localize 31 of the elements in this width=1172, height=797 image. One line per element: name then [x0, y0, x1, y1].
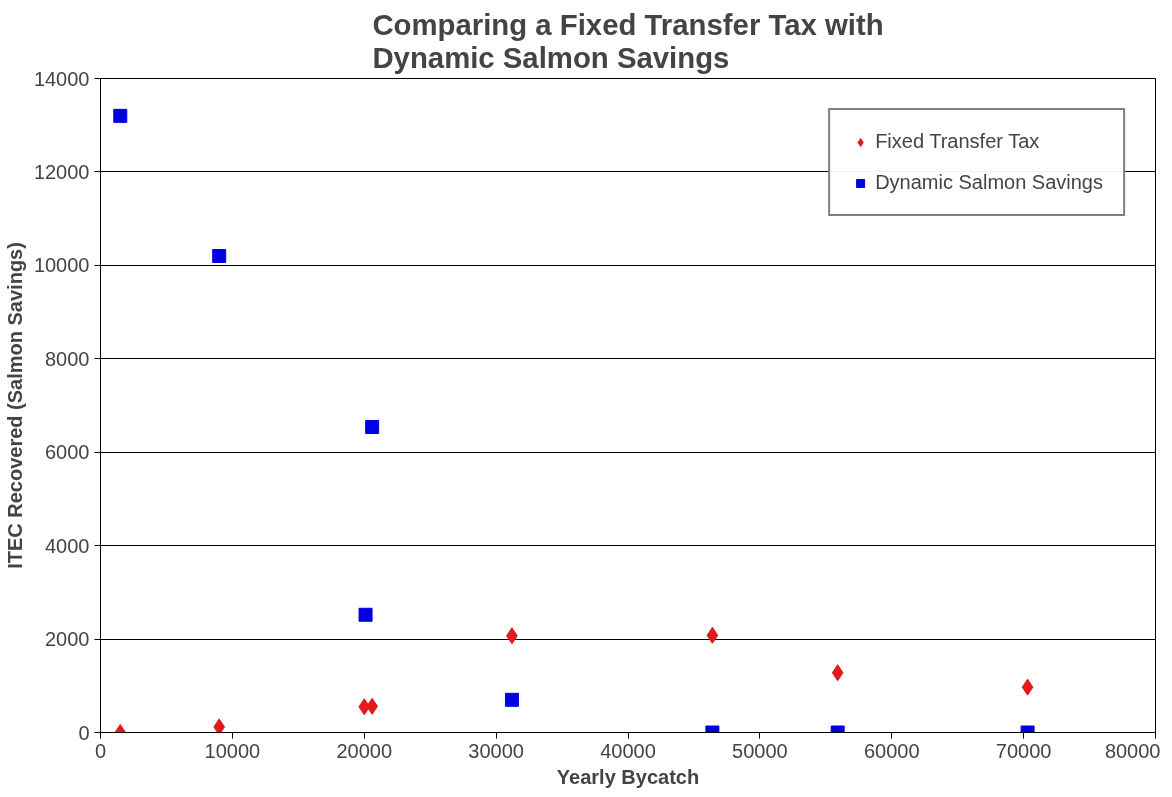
point	[365, 419, 380, 434]
y-tick-label: 10000	[33, 254, 90, 277]
y-tick-label: 4000	[45, 534, 90, 557]
x-tick-label: 70000	[995, 739, 1052, 762]
x-tick-label: 60000	[863, 739, 920, 762]
x-tick-label: 30000	[468, 739, 524, 762]
point	[213, 718, 226, 733]
legend-label: Dynamic Salmon Savings	[875, 171, 1103, 194]
x-tick-label: 10000	[204, 739, 261, 762]
x-tick-label: 50000	[732, 739, 788, 762]
point	[706, 626, 719, 644]
y-axis-title: ITEC Recovered (Salmon Savings)	[3, 242, 26, 569]
point	[358, 607, 373, 622]
y-tick-label: 2000	[45, 628, 90, 651]
point	[831, 664, 844, 682]
x-axis-title: Yearly Bycatch	[556, 765, 700, 788]
point	[504, 692, 519, 707]
point	[1021, 678, 1034, 696]
y-tick-label: 6000	[45, 441, 90, 464]
y-tick-label: 8000	[45, 347, 90, 370]
legend-label: Fixed Transfer Tax	[875, 130, 1040, 153]
point	[212, 249, 227, 264]
x-tick-label: 20000	[336, 739, 393, 762]
x-tick-label: 80000	[1104, 739, 1161, 762]
y-tick-label: 0	[78, 721, 90, 744]
x-tick-label: 0	[94, 739, 107, 762]
y-tick-label: 14000	[33, 67, 90, 90]
y-tick-label: 12000	[33, 160, 90, 183]
point	[113, 108, 128, 123]
x-tick-label: 40000	[600, 739, 656, 762]
chart-title: Comparing a Fixed Transfer Tax with Dynamic Salmon Savings	[372, 7, 884, 74]
